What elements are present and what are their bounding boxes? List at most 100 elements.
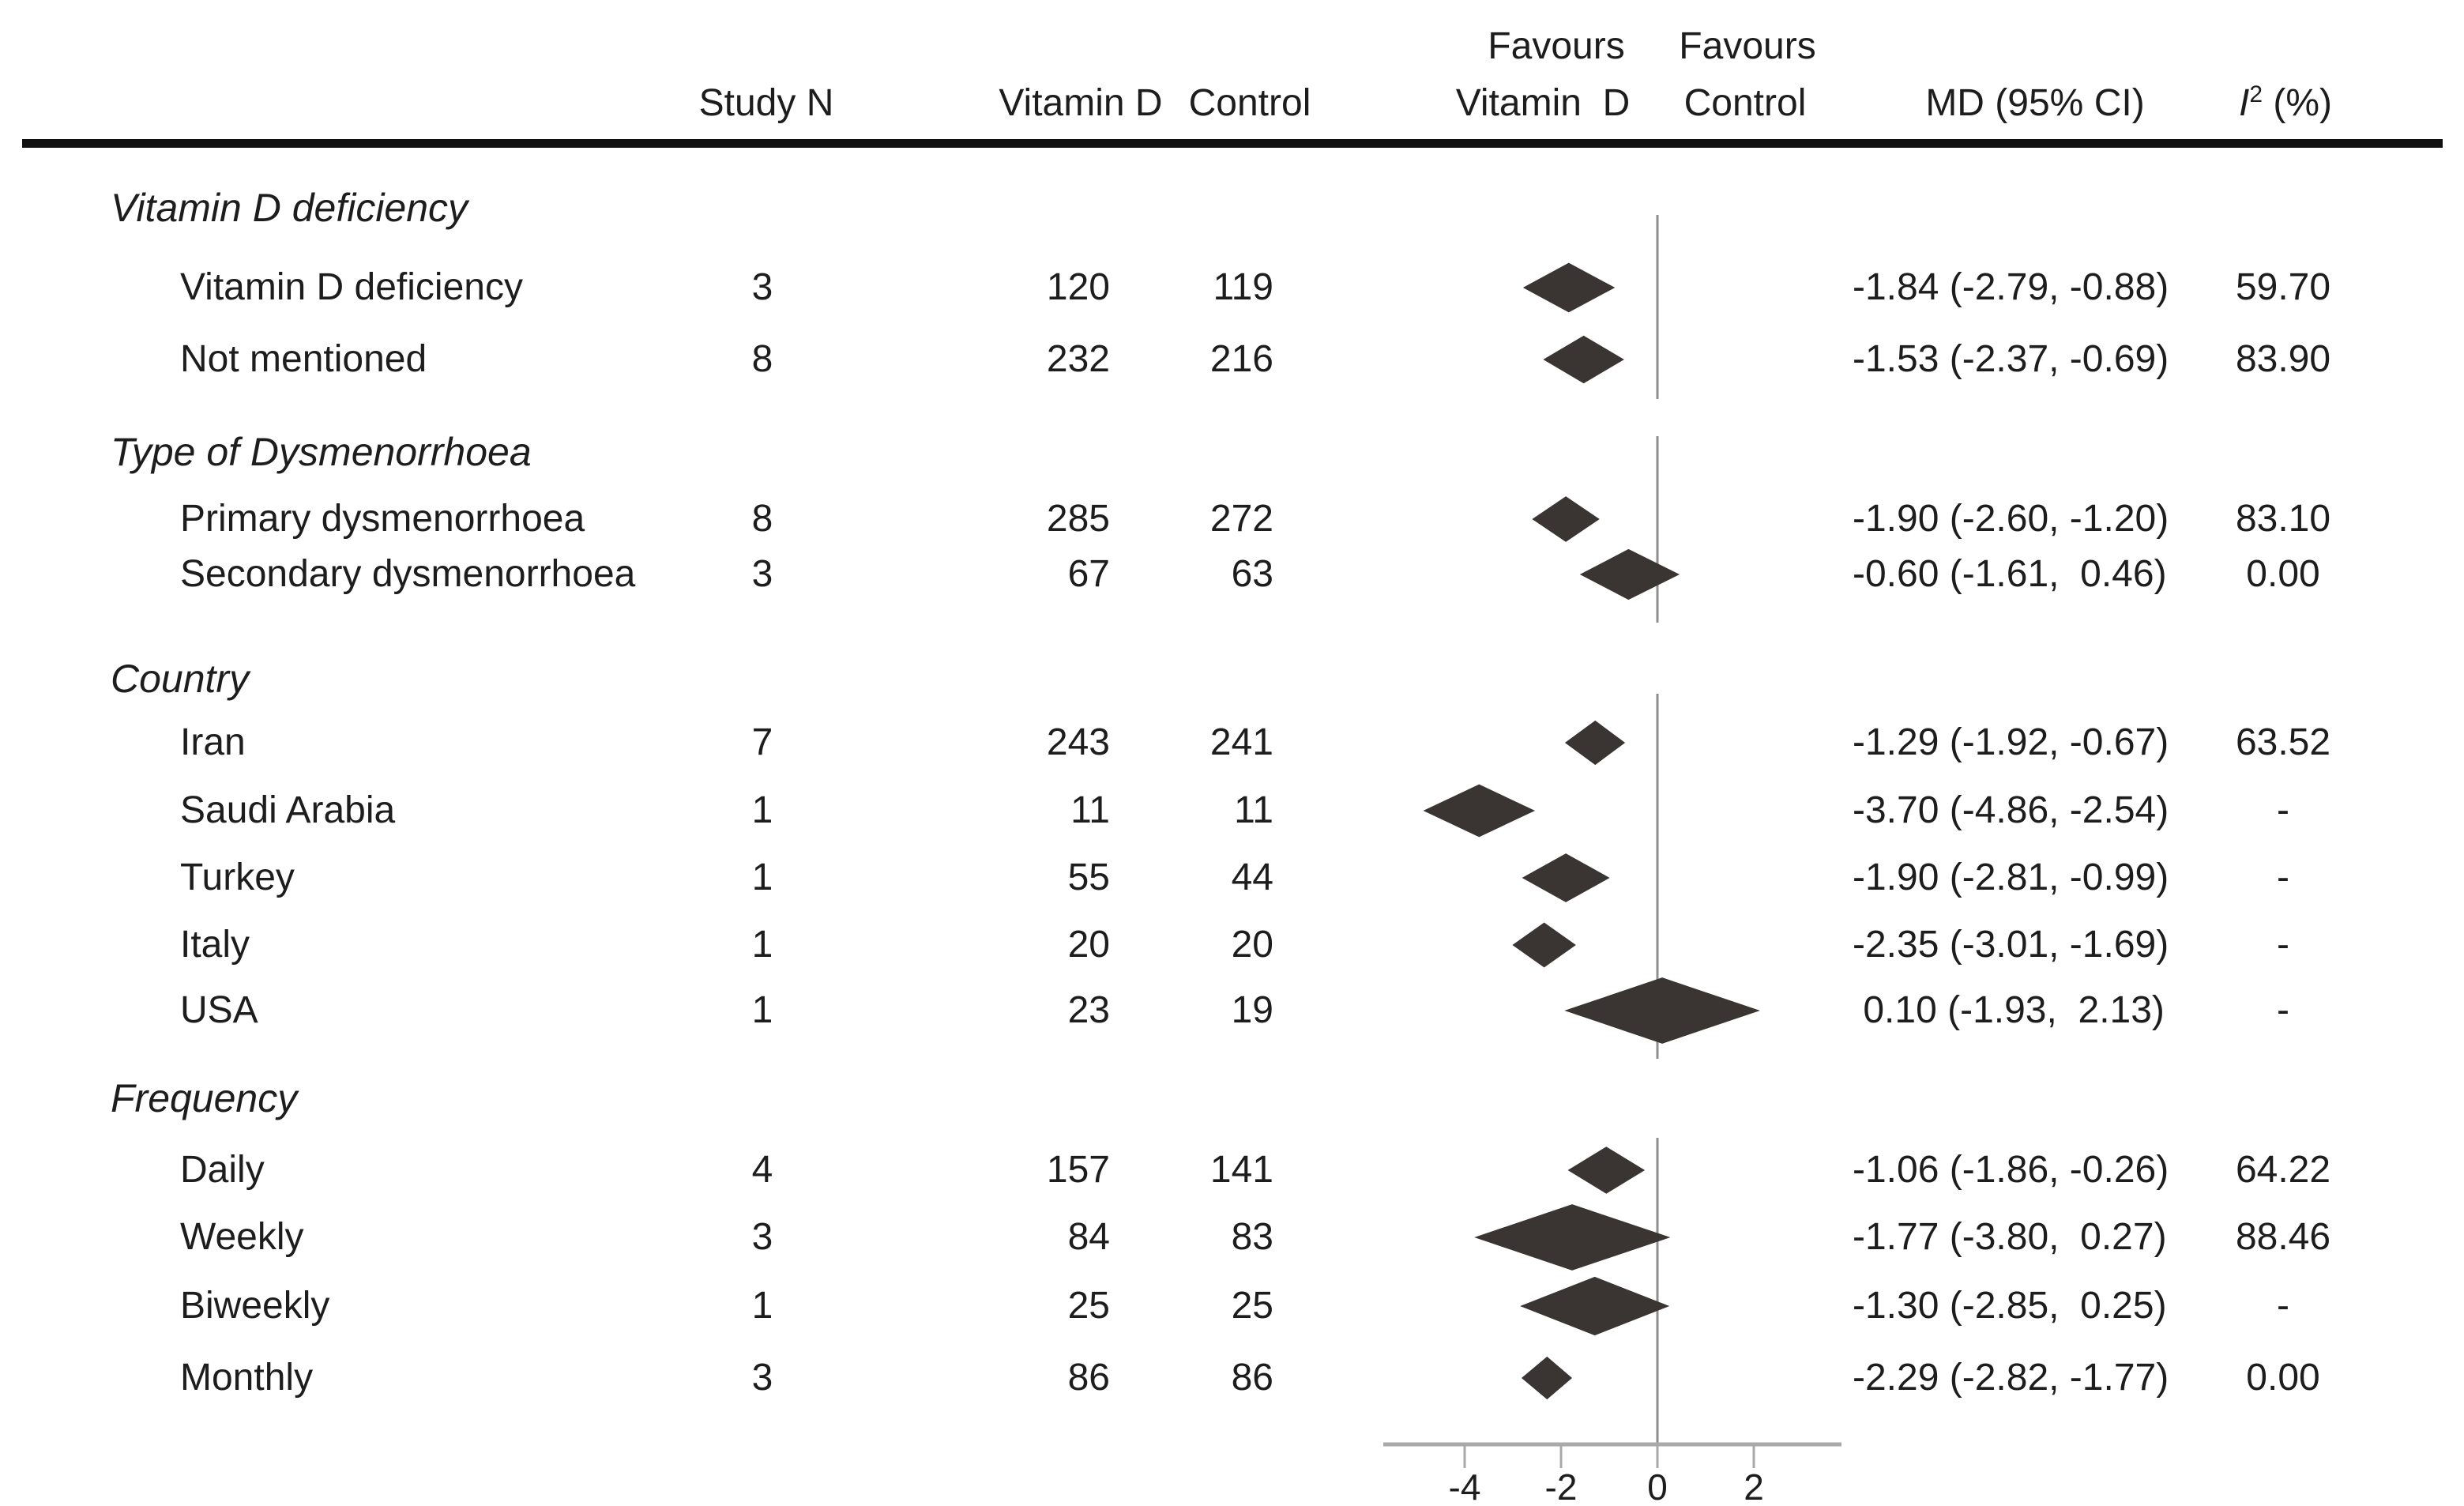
column-header-md-ci: MD (95% CI)	[1925, 82, 2145, 124]
section-heading: Frequency	[111, 1076, 298, 1120]
forest-diamond	[1567, 1146, 1646, 1194]
row-control-n: 272	[1209, 498, 1273, 540]
row-study-n: 8	[751, 498, 773, 540]
row-label: Primary dysmenorrhoea	[180, 498, 585, 540]
row-i-squared: 83.10	[2235, 498, 2331, 540]
column-header-control-n: Control	[1188, 82, 1311, 124]
favours-control-label-line1: Favours	[1679, 25, 1816, 67]
forest-diamond	[1564, 720, 1626, 766]
row-i-squared: -	[2277, 989, 2289, 1031]
row-i-squared: -	[2277, 857, 2289, 898]
row-study-n: 1	[751, 1285, 773, 1327]
row-label: Italy	[180, 924, 250, 966]
i-squared-unit: (%)	[2263, 82, 2332, 124]
row-control-n: 119	[1213, 266, 1273, 308]
row-control-n: 241	[1209, 721, 1273, 763]
row-control-n: 20	[1231, 924, 1273, 966]
section-heading: Country	[111, 657, 250, 701]
row-label: Secondary dysmenorrhoea	[180, 553, 636, 595]
row-label: Not mentioned	[180, 338, 427, 380]
x-axis-tick-label: -4	[1449, 1466, 1481, 1506]
forest-diamond	[1543, 335, 1624, 384]
row-vitamin-d-n: 243	[1046, 721, 1110, 763]
forest-diamond	[1522, 853, 1610, 902]
row-study-n: 4	[751, 1149, 773, 1191]
row-md-ci: -3.70 (-4.86, -2.54)	[1853, 789, 2169, 831]
row-vitamin-d-n: 84	[1067, 1216, 1110, 1258]
row-md-ci: -1.90 (-2.60, -1.20)	[1853, 498, 2169, 540]
row-control-n: 63	[1231, 553, 1273, 595]
forest-diamond	[1579, 548, 1680, 601]
column-header-i-squared: I2 (%)	[2167, 79, 2404, 128]
row-vitamin-d-n: 285	[1046, 498, 1110, 540]
section-heading: Vitamin D deficiency	[111, 186, 468, 230]
row-study-n: 8	[751, 338, 773, 380]
favours-vitamin-d-label-line1: Favours	[1488, 25, 1625, 67]
row-i-squared: 0.00	[2246, 553, 2320, 595]
row-md-ci: -1.77 (-3.80, 0.27)	[1853, 1216, 2167, 1258]
row-i-squared: 63.52	[2235, 721, 2331, 763]
row-i-squared: 59.70	[2235, 266, 2331, 308]
row-study-n: 3	[751, 266, 773, 308]
row-vitamin-d-n: 11	[1070, 789, 1110, 831]
row-study-n: 1	[751, 989, 773, 1031]
row-md-ci: -1.90 (-2.81, -0.99)	[1853, 857, 2169, 898]
row-label: Iran	[180, 721, 246, 763]
forest-diamond	[1512, 922, 1576, 968]
forest-diamond	[1532, 496, 1600, 542]
column-header-study-n: Study N	[698, 82, 834, 124]
x-axis-tick-label: 0	[1647, 1466, 1668, 1506]
row-i-squared: 0.00	[2246, 1357, 2320, 1399]
row-vitamin-d-n: 55	[1067, 857, 1110, 898]
row-i-squared: -	[2277, 924, 2289, 966]
row-vitamin-d-n: 157	[1046, 1149, 1110, 1191]
i-squared-symbol: I	[2238, 82, 2250, 124]
favours-vitamin-d-label-line2: Vitamin D	[1455, 82, 1631, 124]
forest-diamond	[1522, 262, 1616, 313]
i-squared-exponent: 2	[2249, 81, 2263, 107]
row-control-n: 83	[1231, 1216, 1273, 1258]
row-md-ci: -2.35 (-3.01, -1.69)	[1853, 924, 2169, 966]
row-vitamin-d-n: 20	[1067, 924, 1110, 966]
header-rule	[22, 139, 2443, 148]
row-study-n: 7	[751, 721, 773, 763]
row-control-n: 216	[1209, 338, 1273, 380]
row-label: Turkey	[180, 857, 295, 898]
row-md-ci: 0.10 (-1.93, 2.13)	[1853, 989, 2165, 1031]
row-i-squared: 83.90	[2235, 338, 2331, 380]
row-study-n: 1	[751, 924, 773, 966]
row-study-n: 3	[751, 1216, 773, 1258]
row-label: Daily	[180, 1149, 265, 1191]
row-i-squared: 64.22	[2235, 1149, 2331, 1191]
forest-diamond	[1423, 784, 1536, 838]
row-md-ci: -1.84 (-2.79, -0.88)	[1853, 266, 2169, 308]
row-label: Weekly	[180, 1216, 304, 1258]
row-control-n: 44	[1231, 857, 1273, 898]
row-control-n: 25	[1231, 1285, 1273, 1327]
forest-diamond	[1520, 1276, 1670, 1336]
x-axis-tick-label: -2	[1545, 1466, 1578, 1506]
row-study-n: 3	[751, 1357, 773, 1399]
row-md-ci: -1.30 (-2.85, 0.25)	[1853, 1285, 2167, 1327]
row-control-n: 141	[1209, 1149, 1273, 1191]
row-vitamin-d-n: 86	[1067, 1357, 1110, 1399]
row-i-squared: -	[2277, 1285, 2289, 1327]
row-study-n: 3	[751, 553, 773, 595]
row-control-n: 19	[1231, 989, 1273, 1031]
forest-diamond	[1521, 1356, 1573, 1400]
row-i-squared: -	[2277, 789, 2289, 831]
row-study-n: 1	[751, 857, 773, 898]
favours-control-label-line2: Control	[1683, 82, 1807, 124]
row-md-ci: -2.29 (-2.82, -1.77)	[1853, 1357, 2169, 1399]
row-study-n: 1	[751, 789, 773, 831]
row-vitamin-d-n: 23	[1067, 989, 1110, 1031]
row-md-ci: -1.06 (-1.86, -0.26)	[1853, 1149, 2169, 1191]
row-vitamin-d-n: 67	[1067, 553, 1110, 595]
row-vitamin-d-n: 25	[1067, 1285, 1110, 1327]
x-axis-tick-label: 2	[1744, 1466, 1764, 1506]
section-heading: Type of Dysmenorrhoea	[111, 430, 532, 474]
row-label: Biweekly	[180, 1285, 330, 1327]
forest-diamond	[1564, 977, 1760, 1044]
